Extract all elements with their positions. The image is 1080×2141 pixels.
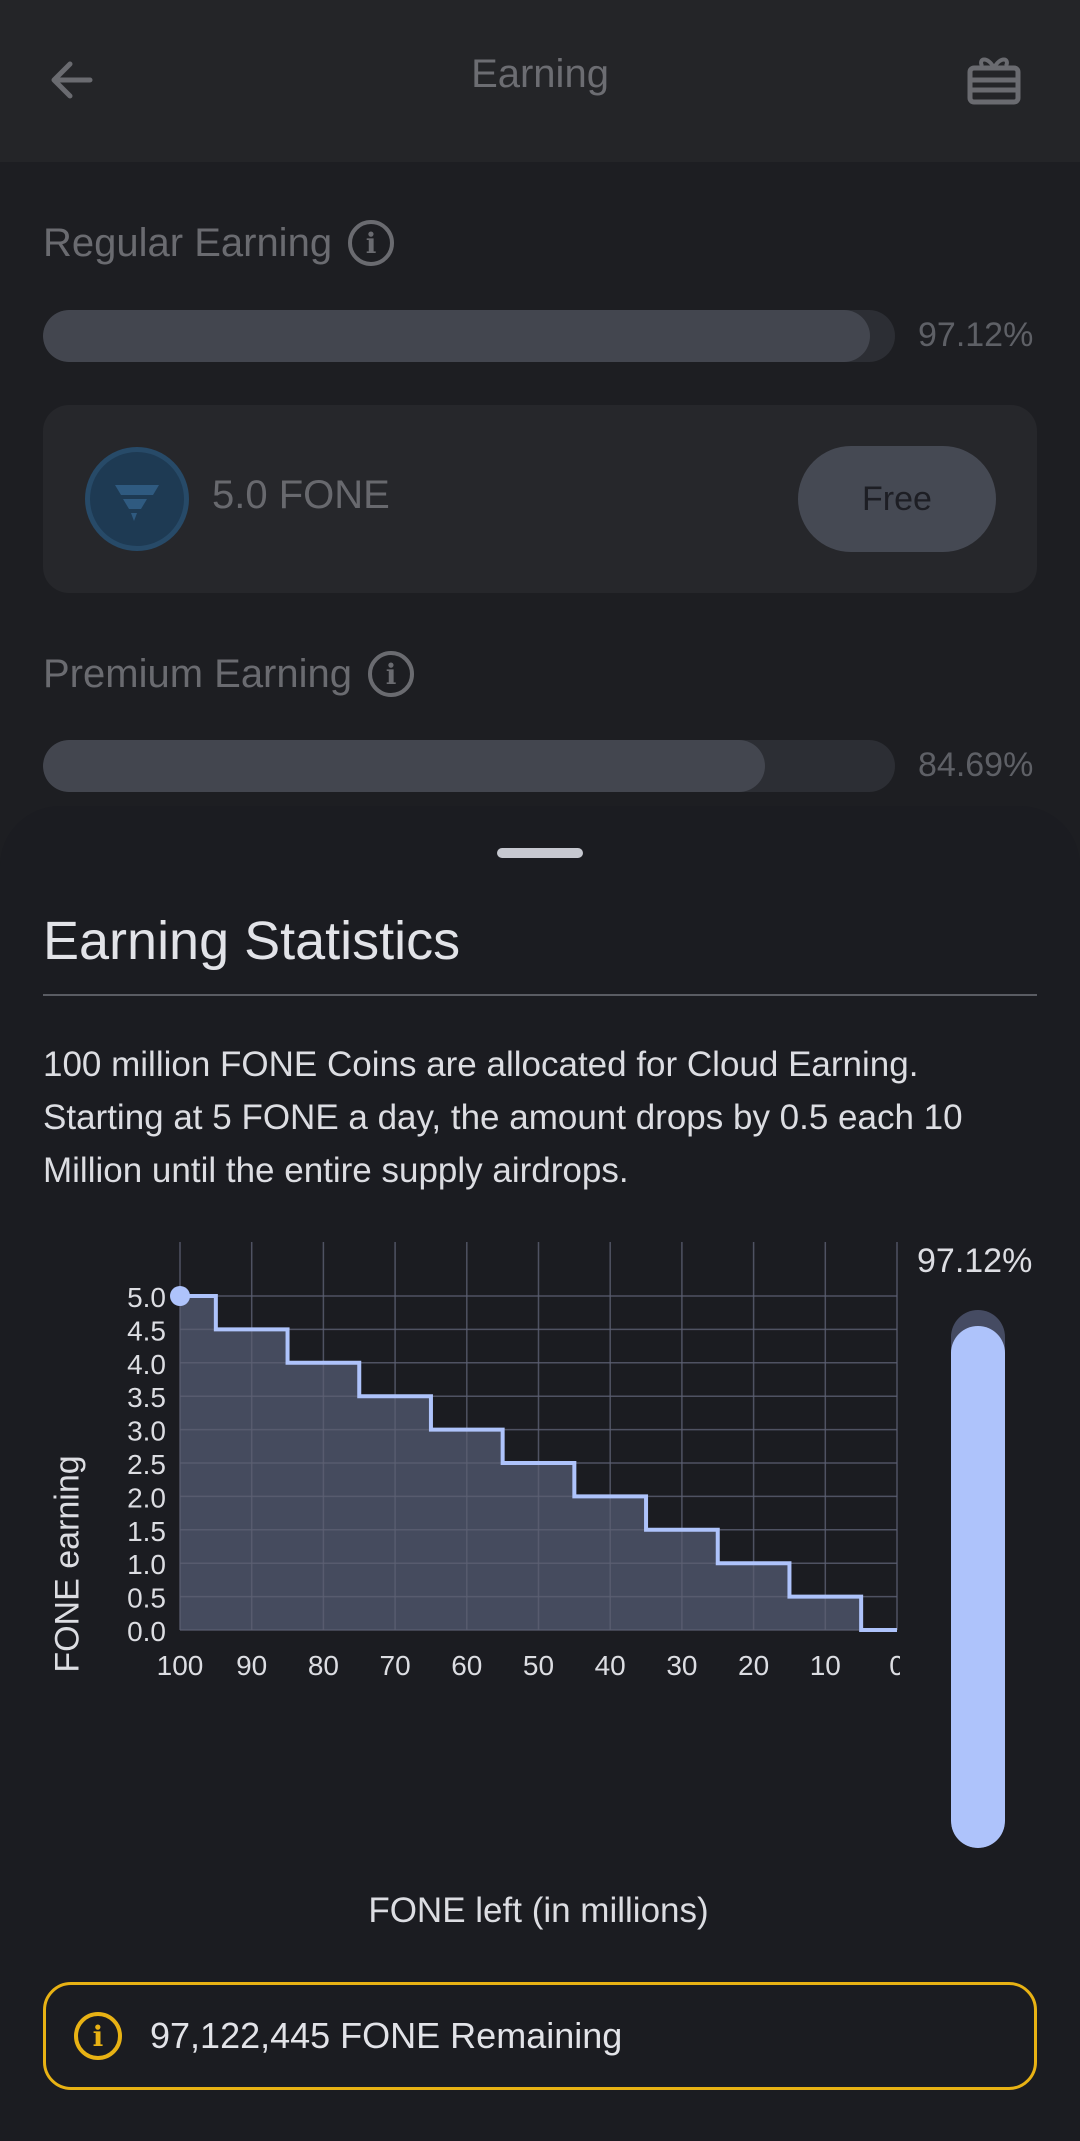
- reward-amount: 5.0 FONE: [212, 473, 390, 517]
- arrow-left-icon[interactable]: [44, 52, 100, 108]
- fone-coin-icon: [85, 447, 189, 551]
- regular-earning-percent: 97.12%: [918, 316, 1034, 354]
- drag-handle[interactable]: [497, 848, 583, 858]
- y-tick-label: 2.0: [127, 1482, 166, 1513]
- x-tick-label: 40: [595, 1650, 626, 1681]
- divider: [43, 994, 1037, 996]
- claim-free-button[interactable]: Free: [798, 446, 996, 552]
- sheet-title: Earning Statistics: [43, 911, 461, 971]
- x-axis-label: FONE left (in millions): [368, 1891, 709, 1930]
- premium-earning-percent: 84.69%: [918, 746, 1034, 784]
- remaining-banner: i 97,122,445 FONE Remaining: [43, 1982, 1037, 2090]
- gift-card-icon[interactable]: [964, 52, 1024, 108]
- page-title: Earning: [471, 52, 609, 96]
- earning-step-line: [180, 1294, 897, 1632]
- earning-statistics-sheet: Earning Statistics 100 million FONE Coin…: [0, 806, 1080, 2141]
- y-tick-label: 5.0: [127, 1282, 166, 1313]
- y-tick-label: 4.0: [127, 1349, 166, 1380]
- supply-gauge: [951, 1310, 1005, 1848]
- y-axis-label: FONE earning: [48, 1455, 87, 1673]
- x-tick-label: 70: [380, 1650, 411, 1681]
- x-tick-label: 10: [810, 1650, 841, 1681]
- x-tick-label: 80: [308, 1650, 339, 1681]
- info-icon[interactable]: i: [348, 220, 395, 266]
- y-tick-label: 1.0: [127, 1549, 166, 1580]
- app-bar: Earning: [0, 0, 1080, 162]
- x-tick-label: 20: [738, 1650, 769, 1681]
- x-tick-label: 0: [889, 1650, 900, 1681]
- y-tick-label: 3.0: [127, 1416, 166, 1447]
- premium-earning-progress: [43, 740, 895, 792]
- y-tick-label: 1.5: [127, 1516, 166, 1547]
- x-tick-label: 50: [523, 1650, 554, 1681]
- x-tick-label: 30: [666, 1650, 697, 1681]
- supply-gauge-fill: [951, 1325, 1005, 1848]
- x-tick-label: 100: [157, 1650, 204, 1681]
- premium-earning-progress-fill: [43, 740, 765, 792]
- gauge-percent: 97.12%: [917, 1242, 1033, 1280]
- remaining-text: 97,122,445 FONE Remaining: [150, 2015, 623, 2056]
- x-tick-label: 90: [236, 1650, 267, 1681]
- y-tick-label: 4.5: [127, 1315, 166, 1346]
- y-tick-label: 0.0: [127, 1616, 166, 1647]
- reward-card: 5.0 FONE Free: [43, 405, 1037, 593]
- regular-earning-heading: Regular Earning i: [43, 220, 395, 266]
- info-icon: i: [74, 2012, 122, 2060]
- regular-earning-progress: [43, 310, 895, 362]
- info-icon[interactable]: i: [368, 651, 415, 697]
- current-point-marker: [170, 1286, 190, 1306]
- y-tick-label: 0.5: [127, 1583, 166, 1614]
- premium-earning-title: Premium Earning: [43, 651, 353, 696]
- x-tick-label: 60: [451, 1650, 482, 1681]
- allocation-description: 100 million FONE Coins are allocated for…: [43, 1045, 963, 1190]
- y-tick-label: 3.5: [127, 1382, 166, 1413]
- regular-earning-progress-fill: [43, 310, 871, 362]
- regular-earning-title: Regular Earning: [43, 220, 333, 265]
- y-tick-label: 2.5: [127, 1449, 166, 1480]
- premium-earning-heading: Premium Earning i: [43, 651, 415, 697]
